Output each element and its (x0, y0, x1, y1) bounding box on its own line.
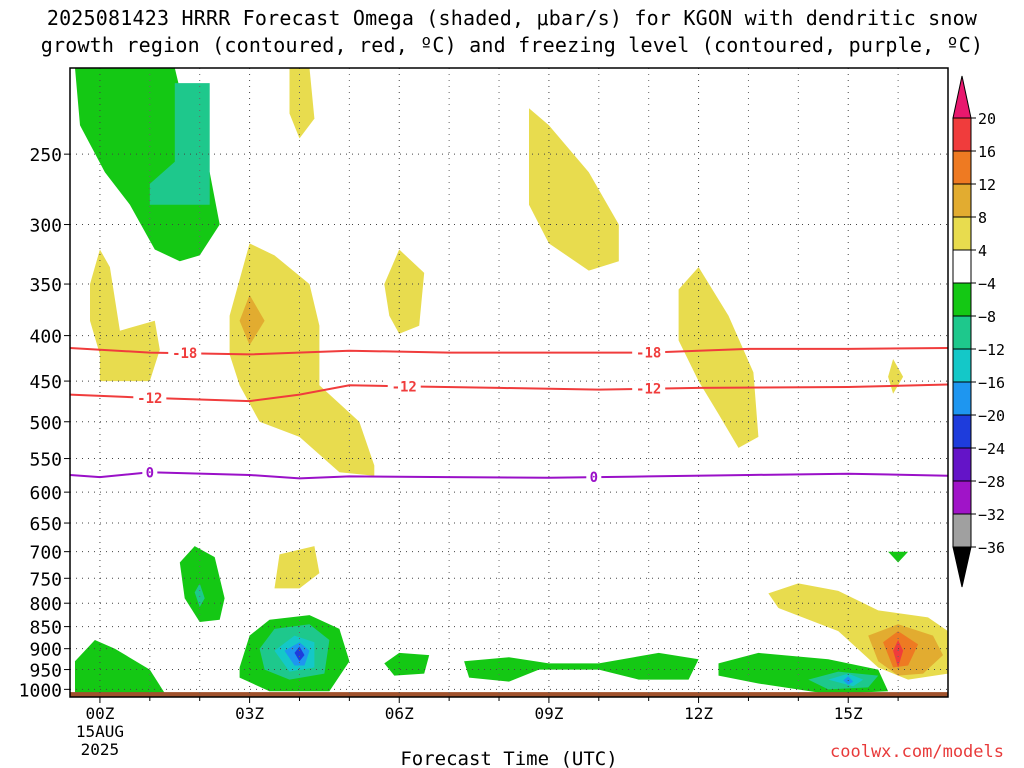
colorbar-segment-3 (952, 216, 972, 251)
omega-region-8 (678, 267, 759, 448)
dgz-contour-0-label-1: -18 (636, 346, 661, 362)
colorbar-segment-6 (952, 315, 972, 350)
chart-title-line1: 2025081423 HRRR Forecast Omega (shaded, … (46, 6, 978, 30)
colorbar-segment-0 (952, 117, 972, 152)
x-tick-label-2: 06Z (385, 704, 414, 723)
omega-region-18 (75, 640, 165, 696)
y-tick-label-1: 300 (29, 216, 62, 237)
y-tick-label-0: 250 (29, 145, 62, 166)
omega-region-16 (194, 583, 205, 607)
omega-region-1 (149, 83, 210, 205)
y-tick-label-14: 950 (29, 661, 62, 682)
x-tick-year-label: 2025 (81, 740, 120, 759)
y-tick-label-5: 500 (29, 413, 62, 434)
freezing-contour-label-bg-0 (142, 464, 158, 480)
colorbar-segment-1 (952, 150, 972, 185)
colorbar-label-0: 20 (978, 110, 996, 128)
y-tick-label-8: 650 (29, 514, 62, 535)
omega-region-4 (90, 249, 160, 382)
colorbar-segment-2 (952, 183, 972, 218)
colorbar-segment-10 (952, 447, 972, 482)
x-tick-label-4: 12Z (684, 704, 713, 723)
colorbar-label-4: 4 (978, 242, 987, 260)
x-tick-label-0: 00Z (85, 704, 114, 723)
colorbar-label-8: −16 (978, 374, 1005, 392)
dgz-contour-1-label-0: -12 (137, 391, 162, 407)
dgz-contour-0-label-0: -18 (172, 346, 197, 362)
omega-region-23 (294, 646, 305, 662)
colorbar-segment-7 (952, 348, 972, 383)
omega-region-14 (893, 640, 904, 668)
colorbar-segment-5 (952, 282, 972, 317)
dgz-contour-1-label-bg-0 (133, 389, 167, 405)
omega-region-10 (274, 546, 320, 589)
freezing-contour-line (70, 471, 948, 480)
colorbar-segment-8 (952, 381, 972, 416)
colorbar-segment-4 (952, 249, 972, 284)
x-tick-label-5: 15Z (834, 704, 863, 723)
y-tick-label-4: 450 (29, 372, 62, 393)
dgz-contour-0-label-bg-1 (632, 344, 666, 360)
dgz-contour-1-label-bg-2 (632, 380, 666, 396)
colorbar-label-3: 8 (978, 209, 987, 227)
colorbar-label-13: −36 (978, 539, 1005, 557)
colorbar-bottom-arrow (952, 546, 972, 588)
y-tick-label-15: 1000 (19, 680, 62, 701)
omega-region-6 (239, 294, 265, 346)
y-tick-label-3: 400 (29, 327, 62, 348)
y-tick-label-9: 700 (29, 543, 62, 564)
x-tick-label-1: 03Z (235, 704, 264, 723)
freezing-contour-label-0: 0 (146, 465, 154, 481)
omega-region-5 (229, 243, 375, 476)
omega-region-15 (179, 546, 225, 622)
omega-region-2 (289, 68, 315, 139)
omega-region-7 (384, 249, 425, 334)
colorbar-segment-9 (952, 414, 972, 449)
colorbar-label-2: 12 (978, 176, 996, 194)
x-tick-date-label: 15AUG (76, 722, 124, 741)
colorbar-segment-12 (952, 513, 972, 548)
omega-region-25 (464, 652, 699, 682)
colorbar-top-arrow (952, 75, 972, 119)
dgz-contour-0-label-bg-0 (168, 345, 202, 361)
omega-region-9 (888, 359, 904, 394)
colorbar-label-10: −24 (978, 440, 1005, 458)
colorbar-label-12: −32 (978, 506, 1005, 524)
freezing-contour-label-1: 0 (590, 470, 598, 486)
dgz-contour-1-label-2: -12 (636, 382, 661, 398)
y-tick-label-6: 550 (29, 450, 62, 471)
y-tick-label-12: 850 (29, 618, 62, 639)
colorbar-label-7: −12 (978, 341, 1005, 359)
colorbar-label-1: 16 (978, 143, 996, 161)
colorbar-label-9: −20 (978, 407, 1005, 425)
y-tick-label-13: 900 (29, 640, 62, 661)
x-axis-label: Forecast Time (UTC) (400, 748, 617, 768)
dgz-contour-0-line (70, 347, 948, 356)
colorbar-label-11: −28 (978, 473, 1005, 491)
colorbar-segment-11 (952, 480, 972, 515)
y-tick-label-10: 750 (29, 569, 62, 590)
plot-frame (69, 67, 949, 698)
colorbar-label-6: −8 (978, 308, 996, 326)
y-tick-label-11: 800 (29, 594, 62, 615)
y-tick-label-2: 350 (29, 275, 62, 296)
freezing-contour-label-bg-1 (586, 469, 602, 485)
terrain-strip (70, 692, 948, 697)
dgz-contour-1-line (70, 383, 948, 403)
omega-region-26 (718, 652, 889, 694)
x-tick-label-3: 09Z (534, 704, 563, 723)
chart-title-line2: growth region (contoured, red, ºC) and f… (40, 33, 984, 57)
omega-region-3 (529, 108, 619, 271)
omega-region-17 (888, 551, 909, 563)
plot-area: -18 -18 -12 -12 -12 0 0 (70, 68, 948, 697)
omega-region-24 (384, 652, 430, 676)
credit-text[interactable]: coolwx.com/models (830, 742, 1004, 762)
dgz-contour-1-label-1: -12 (392, 379, 417, 395)
colorbar-label-5: −4 (978, 275, 996, 293)
dgz-contour-1-label-bg-1 (387, 378, 421, 394)
y-tick-label-7: 600 (29, 483, 62, 504)
